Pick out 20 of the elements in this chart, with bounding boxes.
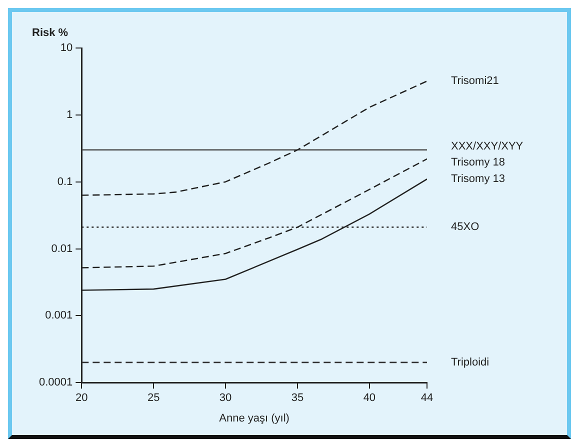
text: Trisomy 18 <box>451 156 505 168</box>
x-axis-title: Anne yaşı (yıl) <box>219 412 290 424</box>
x-tick-label: 40 <box>363 392 376 404</box>
x-tick-label: 30 <box>219 392 232 404</box>
y-tick-label: 0.001 <box>45 310 73 322</box>
y-tick-label: 1 <box>66 108 73 121</box>
x-tick-label: 35 <box>291 392 304 404</box>
x-tick-label: 25 <box>147 392 160 404</box>
x-tick-label: 20 <box>76 392 88 404</box>
text: 45XO <box>451 221 480 234</box>
y-tick-label: 0.0001 <box>38 376 73 389</box>
text: XXX/XXY/XYY <box>451 140 524 152</box>
y-tick-label: 0.1 <box>57 176 73 188</box>
y-tick-label: 0.01 <box>51 242 73 255</box>
x-tick-label: 44 <box>420 392 434 404</box>
text: Triploidi <box>451 356 490 368</box>
y-tick-label: 10 <box>60 42 73 54</box>
text: Trisomy 13 <box>451 173 505 186</box>
y-axis-title: Risk % <box>32 27 68 39</box>
text: Trisomi21 <box>451 75 499 88</box>
